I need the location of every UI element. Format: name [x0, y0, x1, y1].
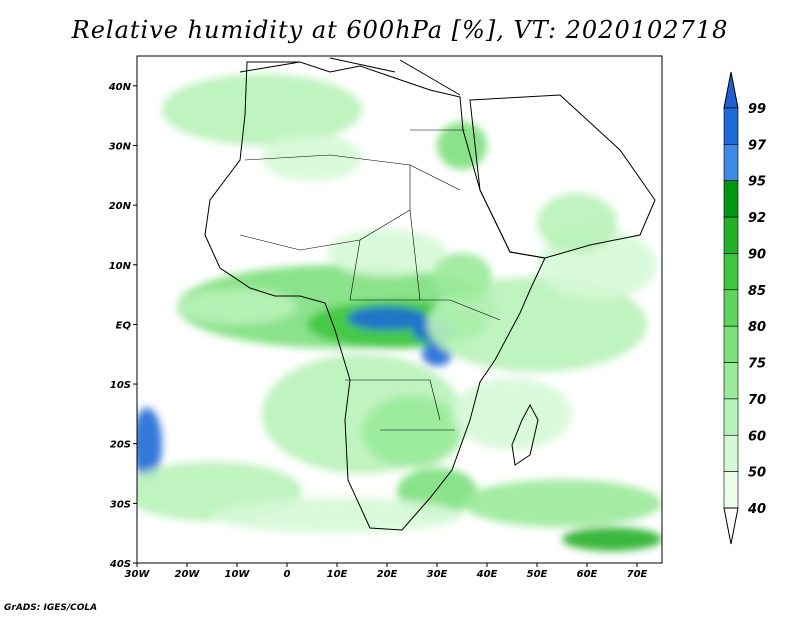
latitude-axis: 40N 30N 20N 10N EQ 10S 20S 30S 40S [108, 82, 137, 570]
longitude-axis: 30W 20W 10W 0 10E 20E 30E 40E 50E 60E 70E [125, 563, 648, 580]
colorbar-segment [723, 362, 739, 400]
humidity-patch [427, 276, 647, 373]
latitude-tick-label: 30N [109, 141, 132, 152]
colorbar-segment [723, 471, 739, 509]
longitude-tick-label: 0 [284, 569, 291, 580]
humidity-patch [432, 252, 492, 301]
colorbar-label: 85 [748, 284, 766, 299]
longitude-tick-label: 50E [527, 569, 548, 580]
longitude-tick-label: 40E [476, 569, 498, 580]
humidity-patch [362, 395, 462, 468]
humidity-patch [537, 193, 617, 253]
colorbar-label: 60 [748, 429, 766, 444]
colorbar: 99 97 95 92 90 85 80 75 70 60 50 40 [723, 71, 767, 545]
longitude-tick-label: 20W [175, 569, 201, 580]
mediterranean-north-coast [239, 57, 461, 96]
latitude-tick-label: 20S [110, 440, 131, 451]
software-credit: GrADS: IGES/COLA [4, 603, 98, 613]
longitude-tick-label: 10W [225, 569, 251, 580]
humidity-patch [212, 497, 462, 534]
colorbar-segment [723, 434, 739, 472]
colorbar-segment [723, 398, 739, 436]
latitude-tick-label: 10N [109, 261, 132, 272]
humidity-patch [262, 133, 362, 182]
longitude-tick-label: 10E [327, 569, 348, 580]
colorbar-label: 97 [748, 138, 767, 153]
longitude-tick-label: 20E [377, 569, 398, 580]
latitude-tick-label: 40N [108, 82, 132, 93]
colorbar-bottom-arrow [723, 507, 739, 545]
humidity-patch [137, 407, 162, 480]
humidity-patch [162, 73, 362, 146]
longitude-tick-label: 70E [627, 569, 648, 580]
map-title: Relative humidity at 600hPa [%], VT: 202… [71, 16, 729, 44]
colorbar-segment [723, 289, 739, 327]
colorbar-label: 80 [748, 320, 766, 335]
latitude-tick-label: 30S [110, 499, 131, 510]
arabia-coastline [469, 94, 656, 259]
colorbar-label: 50 [748, 466, 766, 481]
colorbar-segment [723, 180, 739, 218]
colorbar-label: 95 [748, 175, 766, 190]
colorbar-segment [723, 325, 739, 363]
colorbar-label: 92 [748, 211, 766, 226]
map-panel: 30W 20W 10W 0 10E 20E 30E 40E 50E 60E 70E 40N 30N 20… [108, 55, 663, 580]
colorbar-label: 90 [748, 247, 766, 262]
humidity-patch [562, 527, 662, 552]
longitude-tick-label: 30W [125, 569, 151, 580]
map-frame [136, 55, 663, 564]
colorbar-label: 40 [747, 502, 766, 517]
humidity-patch [347, 306, 427, 331]
humidity-field [137, 73, 662, 552]
latitude-tick-label: 10S [110, 380, 131, 391]
humidity-patch [177, 288, 297, 325]
humidity-patch [437, 121, 487, 170]
colorbar-segment [723, 253, 739, 291]
colorbar-segment [723, 107, 739, 145]
latitude-tick-label: EQ [116, 320, 132, 331]
colorbar-label: 75 [748, 357, 766, 372]
longitude-tick-label: 60E [577, 569, 598, 580]
colorbar-segment [723, 144, 739, 182]
humidity-patch [327, 228, 447, 277]
country-borders [239, 129, 501, 431]
latitude-tick-label: 20N [109, 201, 132, 212]
madagascar-coastline [511, 403, 539, 466]
colorbar-label: 99 [748, 102, 766, 117]
colorbar-top-arrow [723, 71, 739, 109]
humidity-patch [452, 378, 572, 450]
humidity-patch [462, 479, 662, 528]
coastlines [204, 57, 656, 531]
africa-coastline [204, 61, 546, 531]
latitude-tick-label: 40S [109, 559, 131, 570]
colorbar-label: 70 [748, 393, 766, 408]
colorbar-segment [723, 216, 739, 254]
longitude-tick-label: 30E [427, 569, 448, 580]
